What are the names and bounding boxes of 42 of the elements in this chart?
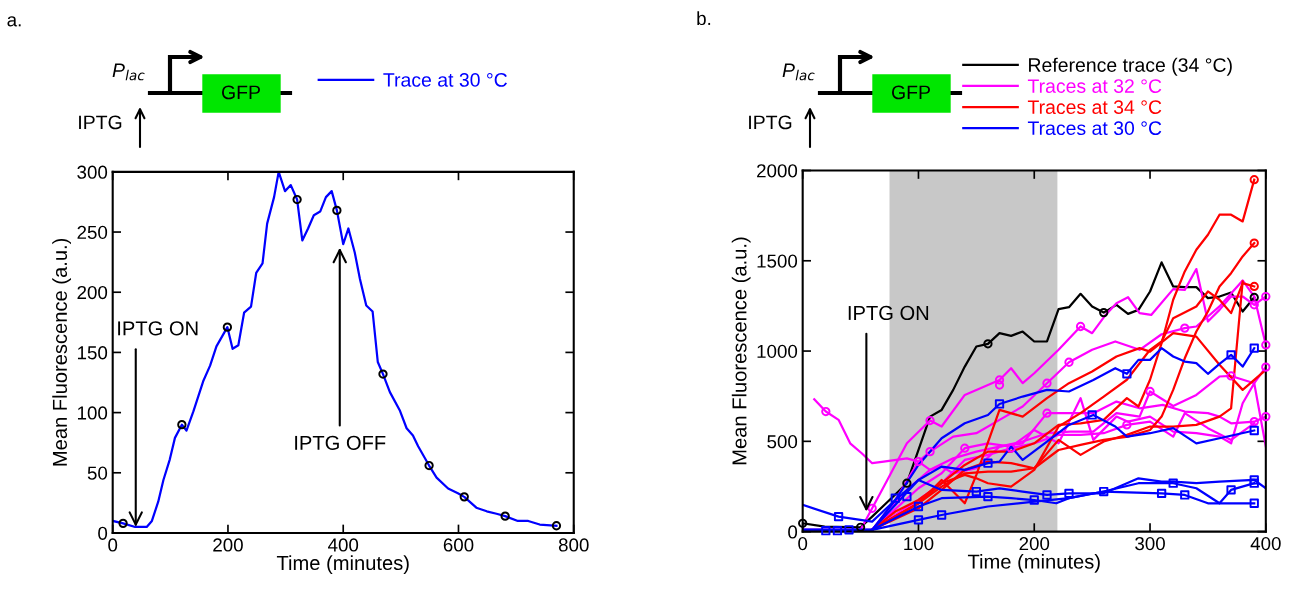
text: P$_{lac}$ — [112, 63, 145, 81]
text: IPTG — [749, 115, 792, 130]
y-axis-title: Mean Fluorescence (a.u.) — [52, 238, 71, 466]
legend-label: Trace at 30 °C — [383, 73, 507, 87]
text: IPTG — [79, 115, 122, 130]
y-tick-label: 0 — [98, 526, 108, 540]
x-tick-label: 400 — [1250, 536, 1281, 551]
legend-label: Traces at 30 °C — [1027, 121, 1162, 136]
annotation: IPTG OFF — [295, 435, 386, 450]
y-tick-label: 500 — [767, 435, 798, 449]
x-axis-title: Time (minutes) — [276, 555, 409, 575]
annotation: IPTG ON — [118, 321, 198, 336]
legend-label: Traces at 34 °C — [1027, 100, 1162, 115]
chart-title: b. — [697, 11, 711, 26]
x-tick-label: 800 — [558, 538, 589, 552]
text: GFP — [891, 85, 930, 100]
legend-label: Reference trace (34 °C) — [1029, 57, 1232, 76]
text: GFP — [221, 85, 260, 100]
x-tick-label: 600 — [443, 538, 474, 552]
x-tick-label: 0 — [108, 538, 118, 552]
y-tick-label: 50 — [87, 466, 108, 480]
text: P$_{lac}$ — [782, 63, 815, 81]
x-tick-label: 300 — [1135, 536, 1165, 551]
x-tick-label: 200 — [213, 538, 243, 552]
y-tick-label: 200 — [77, 285, 108, 300]
y-tick-label: 2000 — [757, 164, 798, 178]
y-tick-label: 300 — [77, 165, 108, 179]
y-tick-label: 100 — [77, 406, 108, 420]
x-tick-label: 200 — [1019, 536, 1050, 551]
y-tick-label: 1500 — [757, 254, 798, 268]
y-tick-label: 250 — [77, 225, 108, 240]
y-tick-label: 0 — [788, 525, 798, 539]
y-axis-title: Mean Fluorescence (a.u.) — [731, 237, 751, 465]
chart-title: a. — [7, 16, 21, 27]
y-tick-label: 1000 — [757, 344, 798, 359]
x-tick-label: 400 — [328, 538, 359, 552]
x-tick-label: 0 — [798, 536, 808, 551]
y-tick-label: 150 — [77, 346, 108, 360]
legend-label: Traces at 32 °C — [1027, 79, 1162, 93]
annotation: IPTG ON — [848, 305, 929, 321]
x-axis-title: Time (minutes) — [967, 553, 1100, 573]
x-tick-label: 100 — [904, 536, 934, 551]
